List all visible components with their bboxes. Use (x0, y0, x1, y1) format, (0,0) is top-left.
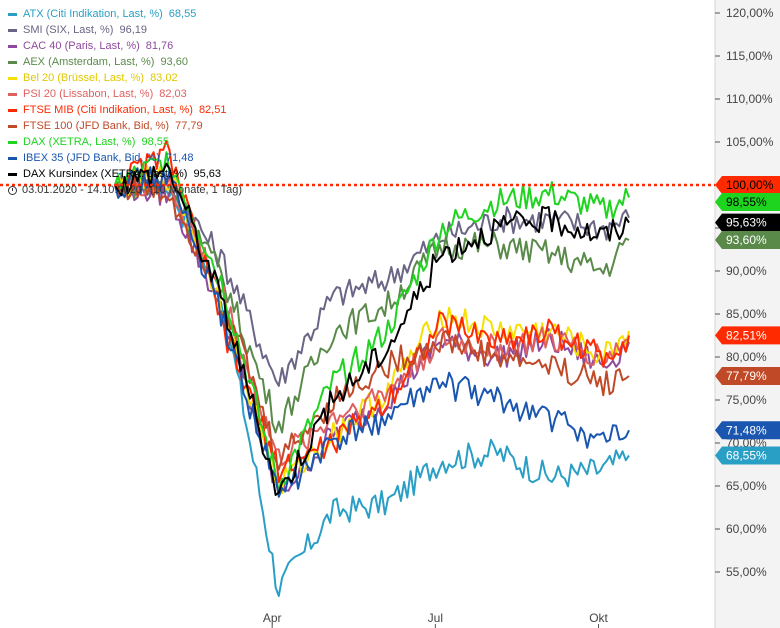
x-tick-label: Apr (263, 611, 282, 625)
value-badge-label: 71,48% (726, 423, 767, 437)
legend-value: 81,76 (145, 40, 174, 52)
legend-swatch (8, 156, 17, 160)
legend-value: 68,55 (168, 8, 197, 20)
series-line (114, 174, 630, 387)
legend-item[interactable]: FTSE 100 (JFD Bank, Bid, %) 77,79 (8, 118, 242, 134)
y-tick-label: 115,00% (726, 49, 773, 63)
legend-swatch (8, 60, 17, 64)
legend-name: FTSE MIB (Citi Indikation, Last, %) (23, 104, 193, 116)
legend-item[interactable]: IBEX 35 (JFD Bank, Bid, %) 71,48 (8, 150, 242, 166)
y-tick-label: 75,00% (726, 393, 767, 407)
legend-value: 93,60 (160, 56, 188, 68)
period-range: 03.01.2020 - 14.10.2020 (10 Monate, 1 Tag… (8, 182, 242, 198)
x-tick-label: Okt (589, 611, 608, 625)
legend-value: 71,48 (165, 152, 194, 164)
y-tick-label: 85,00% (726, 307, 767, 321)
y-tick-label: 60,00% (726, 522, 767, 536)
value-badge: 95,63% (715, 213, 780, 232)
value-badge-shape (715, 231, 780, 250)
value-badge-shape (715, 367, 780, 386)
value-badge: 93,60% (715, 231, 780, 250)
value-badge: 77,79% (715, 367, 780, 386)
legend-name: PSI 20 (Lissabon, Last, %) (23, 88, 154, 100)
legend-value: 98,55 (141, 136, 170, 148)
legend-item[interactable]: DAX Kursindex (XETRA, Last, %) 95,63 (8, 166, 242, 182)
legend-name: AEX (Amsterdam, Last, %) (23, 56, 155, 68)
legend-swatch (8, 124, 17, 128)
legend-value: 82,03 (159, 88, 187, 100)
legend-value: 96,19 (119, 24, 147, 36)
legend-name: Bel 20 (Brüssel, Last, %) (23, 72, 145, 84)
legend-swatch (8, 28, 17, 32)
legend-name: FTSE 100 (JFD Bank, Bid, %) (23, 120, 170, 132)
value-badge-label: 100,00% (726, 178, 774, 192)
legend: ATX (Citi Indikation, Last, %) 68,55 SMI (… (8, 6, 242, 198)
value-badge-label: 77,79% (726, 369, 767, 383)
y-tick-label: 65,00% (726, 479, 767, 493)
legend-swatch (8, 140, 17, 144)
value-badge-shape (715, 421, 780, 440)
value-badge-label: 98,55% (726, 195, 767, 209)
legend-name: SMI (SIX, Last, %) (23, 24, 114, 36)
x-axis-ticks: Apr Jul Okt (263, 611, 609, 628)
value-badges: 100,00% 98,55% 95,63% 93,60% 82,51% 77,79% 71,… (715, 176, 780, 465)
legend-item[interactable]: CAC 40 (Paris, Last, %) 81,76 (8, 38, 242, 54)
period-interval: (10 Monate, 1 Tag) (149, 184, 243, 196)
y-tick-label: 105,00% (726, 135, 774, 149)
legend-value: 83,02 (150, 72, 178, 84)
value-badge-label: 82,51% (726, 328, 767, 342)
legend-name: CAC 40 (Paris, Last, %) (23, 40, 140, 52)
legend-item[interactable]: ATX (Citi Indikation, Last, %) 68,55 (8, 6, 242, 22)
legend-name: ATX (Citi Indikation, Last, %) (23, 8, 163, 20)
value-badge: 68,55% (715, 446, 780, 465)
value-badge: 98,55% (715, 193, 780, 211)
series-line (114, 166, 630, 498)
legend-swatch (8, 12, 17, 16)
value-badge-label: 68,55% (726, 448, 767, 462)
legend-item[interactable]: PSI 20 (Lissabon, Last, %) 82,03 (8, 86, 242, 102)
y-tick-label: 80,00% (726, 350, 767, 364)
series-line (114, 151, 630, 493)
series-line (114, 172, 630, 434)
legend-value: 77,79 (175, 120, 203, 132)
value-badge-shape (715, 176, 780, 194)
legend-name: IBEX 35 (JFD Bank, Bid, %) (23, 152, 160, 164)
legend-item[interactable]: Bel 20 (Brüssel, Last, %) 83,02 (8, 70, 242, 86)
y-tick-label: 90,00% (726, 264, 767, 278)
series-layer (114, 139, 630, 597)
y-tick-label: 55,00% (726, 565, 767, 579)
legend-item[interactable]: SMI (SIX, Last, %) 96,19 (8, 22, 242, 38)
period-dates: 03.01.2020 - 14.10.2020 (22, 184, 142, 196)
y-tick-label: 110,00% (726, 92, 773, 106)
legend-swatch (8, 108, 17, 112)
legend-swatch (8, 44, 17, 48)
x-tick-label: Jul (428, 611, 443, 625)
y-axis-panel (715, 0, 780, 628)
legend-item[interactable]: FTSE MIB (Citi Indikation, Last, %) 82,51 (8, 102, 242, 118)
value-badge-label: 95,63% (726, 216, 767, 230)
value-badge: 100,00% (715, 176, 780, 194)
value-badge-label: 93,60% (726, 233, 767, 247)
legend-swatch (8, 76, 17, 80)
value-badge-shape (715, 193, 780, 211)
value-badge-shape (715, 326, 780, 345)
legend-value: 82,51 (198, 104, 227, 116)
series-line (114, 162, 630, 496)
clock-icon (8, 185, 17, 195)
value-badge: 82,51% (715, 326, 780, 345)
legend-value: 95,63 (193, 168, 221, 180)
value-badge: 71,48% (715, 421, 780, 440)
legend-swatch (8, 172, 17, 176)
value-badge-shape (715, 213, 780, 232)
value-badge-shape (715, 446, 780, 465)
legend-item[interactable]: DAX (XETRA, Last, %) 98,55 (8, 134, 242, 150)
legend-item[interactable]: AEX (Amsterdam, Last, %) 93,60 (8, 54, 242, 70)
legend-name: DAX (XETRA, Last, %) (23, 136, 136, 148)
y-tick-label: 120,00% (726, 6, 774, 20)
legend-name: DAX Kursindex (XETRA, Last, %) (23, 168, 188, 180)
legend-swatch (8, 92, 17, 96)
